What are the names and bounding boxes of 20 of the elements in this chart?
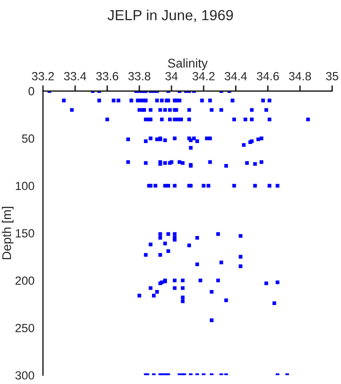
y-axis-title: Depth [m] — [2, 206, 14, 260]
y-tick-label: 200 — [16, 276, 34, 285]
x-tick-label: 34.8 — [288, 72, 311, 80]
x-tick-label: 34.2 — [192, 72, 215, 80]
x-tick-label: 33.2 — [32, 72, 54, 80]
x-tick-label: 34.6 — [256, 72, 279, 80]
chart-title: JELP in June, 1969 — [108, 10, 233, 22]
x-tick-label: 35 — [326, 72, 338, 80]
x-tick-label: 34 — [165, 72, 178, 80]
y-tick-label: 0 — [28, 87, 34, 96]
x-axis-title: Salinity — [168, 58, 208, 70]
x-tick-label: 33.8 — [128, 72, 150, 80]
y-tick-label: 50 — [22, 134, 34, 143]
y-tick-label: 150 — [16, 229, 34, 238]
y-tick-label: 250 — [16, 324, 34, 332]
x-tick-label: 34.4 — [224, 72, 247, 80]
y-tick-label: 300 — [15, 371, 34, 380]
y-tick-label: 100 — [16, 182, 34, 190]
x-tick-label: 33.6 — [96, 72, 118, 80]
x-tick-label: 33.4 — [64, 72, 86, 80]
